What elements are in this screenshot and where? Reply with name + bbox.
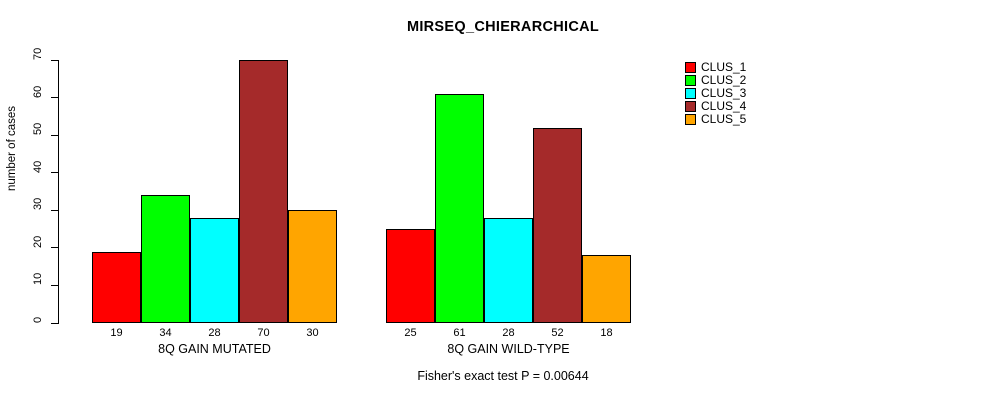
legend-label: CLUS_4 [701,99,747,113]
group-label-1: 8Q GAIN MUTATED [158,342,271,356]
y-axis-tick [51,284,58,286]
legend-swatch [685,62,696,73]
legend-swatch [685,114,696,125]
bar-value-label: 19 [110,327,123,339]
caption-fisher-test: Fisher's exact test P = 0.00644 [417,369,589,383]
legend-item-clus_5: CLUS_5 [685,113,746,126]
bar-clus_4-group2 [533,128,582,323]
y-axis-tick [51,134,58,136]
y-axis-line [58,60,59,324]
legend-item-clus_4: CLUS_4 [685,100,746,113]
legend-label: CLUS_5 [701,112,747,126]
legend: CLUS_1 CLUS_2 CLUS_3 CLUS_4 CLUS_5 [685,61,746,126]
bar-clus_3-group1 [190,218,239,323]
bar-clus_5-group1 [288,210,337,323]
y-axis-tick [51,97,58,99]
bar-value-label: 28 [208,327,221,339]
y-axis-tick [51,59,58,61]
bar-clus_1-group2 [386,229,435,323]
y-axis-tick [51,322,58,324]
bar-value-label: 18 [600,327,613,339]
bar-value-label: 52 [551,327,564,339]
bar-value-label: 70 [257,327,270,339]
bar-value-label: 34 [159,327,172,339]
bar-clus_4-group1 [239,60,288,323]
legend-label: CLUS_3 [701,86,747,100]
legend-item-clus_1: CLUS_1 [685,61,746,74]
bar-value-label: 25 [404,327,417,339]
bar-clus_2-group2 [435,94,484,323]
y-axis-tick [51,172,58,174]
legend-swatch [685,75,696,86]
legend-swatch [685,101,696,112]
chart-title: MIRSEQ_CHIERARCHICAL [406,19,600,35]
bar-clus_2-group1 [141,195,190,323]
legend-item-clus_2: CLUS_2 [685,74,746,87]
y-axis-tick [51,247,58,249]
bar-clus_5-group2 [582,255,631,323]
bar-clus_3-group2 [484,218,533,323]
legend-item-clus_3: CLUS_3 [685,87,746,100]
y-axis-tick [51,209,58,211]
bar-value-label: 28 [502,327,515,339]
bar-value-label: 61 [453,327,466,339]
legend-swatch [685,88,696,99]
bar-clus_1-group1 [92,252,141,323]
legend-label: CLUS_2 [701,73,747,87]
group-label-2: 8Q GAIN WILD-TYPE [447,342,570,356]
legend-label: CLUS_1 [701,60,747,74]
bar-value-label: 30 [306,327,319,339]
